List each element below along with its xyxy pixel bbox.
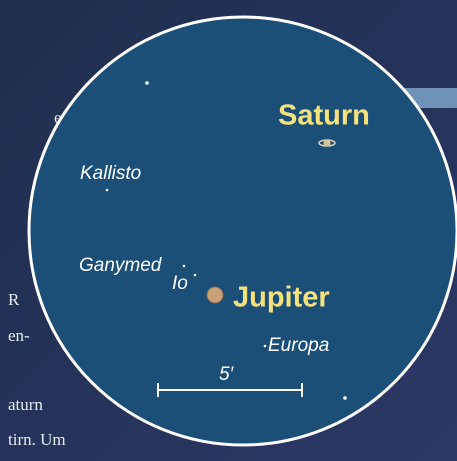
- io-label: Io: [172, 273, 188, 294]
- saturn-label: Saturn: [278, 100, 370, 132]
- kallisto-dot: [105, 188, 109, 192]
- europa-label: Europa: [268, 335, 329, 356]
- star: [343, 396, 347, 400]
- europa-dot: [263, 344, 267, 348]
- side-text-line: aturn: [8, 395, 43, 414]
- scale-label: 5′: [219, 364, 235, 385]
- field-of-view: [27, 15, 457, 447]
- io-dot: [193, 273, 197, 277]
- side-text-line: tirn. Um: [8, 430, 66, 449]
- ganymed-label: Ganymed: [79, 255, 163, 276]
- saturn-disk: [323, 139, 331, 147]
- jupiter-label: Jupiter: [233, 282, 330, 314]
- side-text-line: en-: [8, 326, 30, 345]
- star: [145, 81, 149, 85]
- ganymed-dot: [182, 264, 186, 268]
- jupiter-disk: [206, 286, 224, 304]
- side-text-line: R: [8, 290, 20, 309]
- kallisto-label: Kallisto: [80, 163, 141, 184]
